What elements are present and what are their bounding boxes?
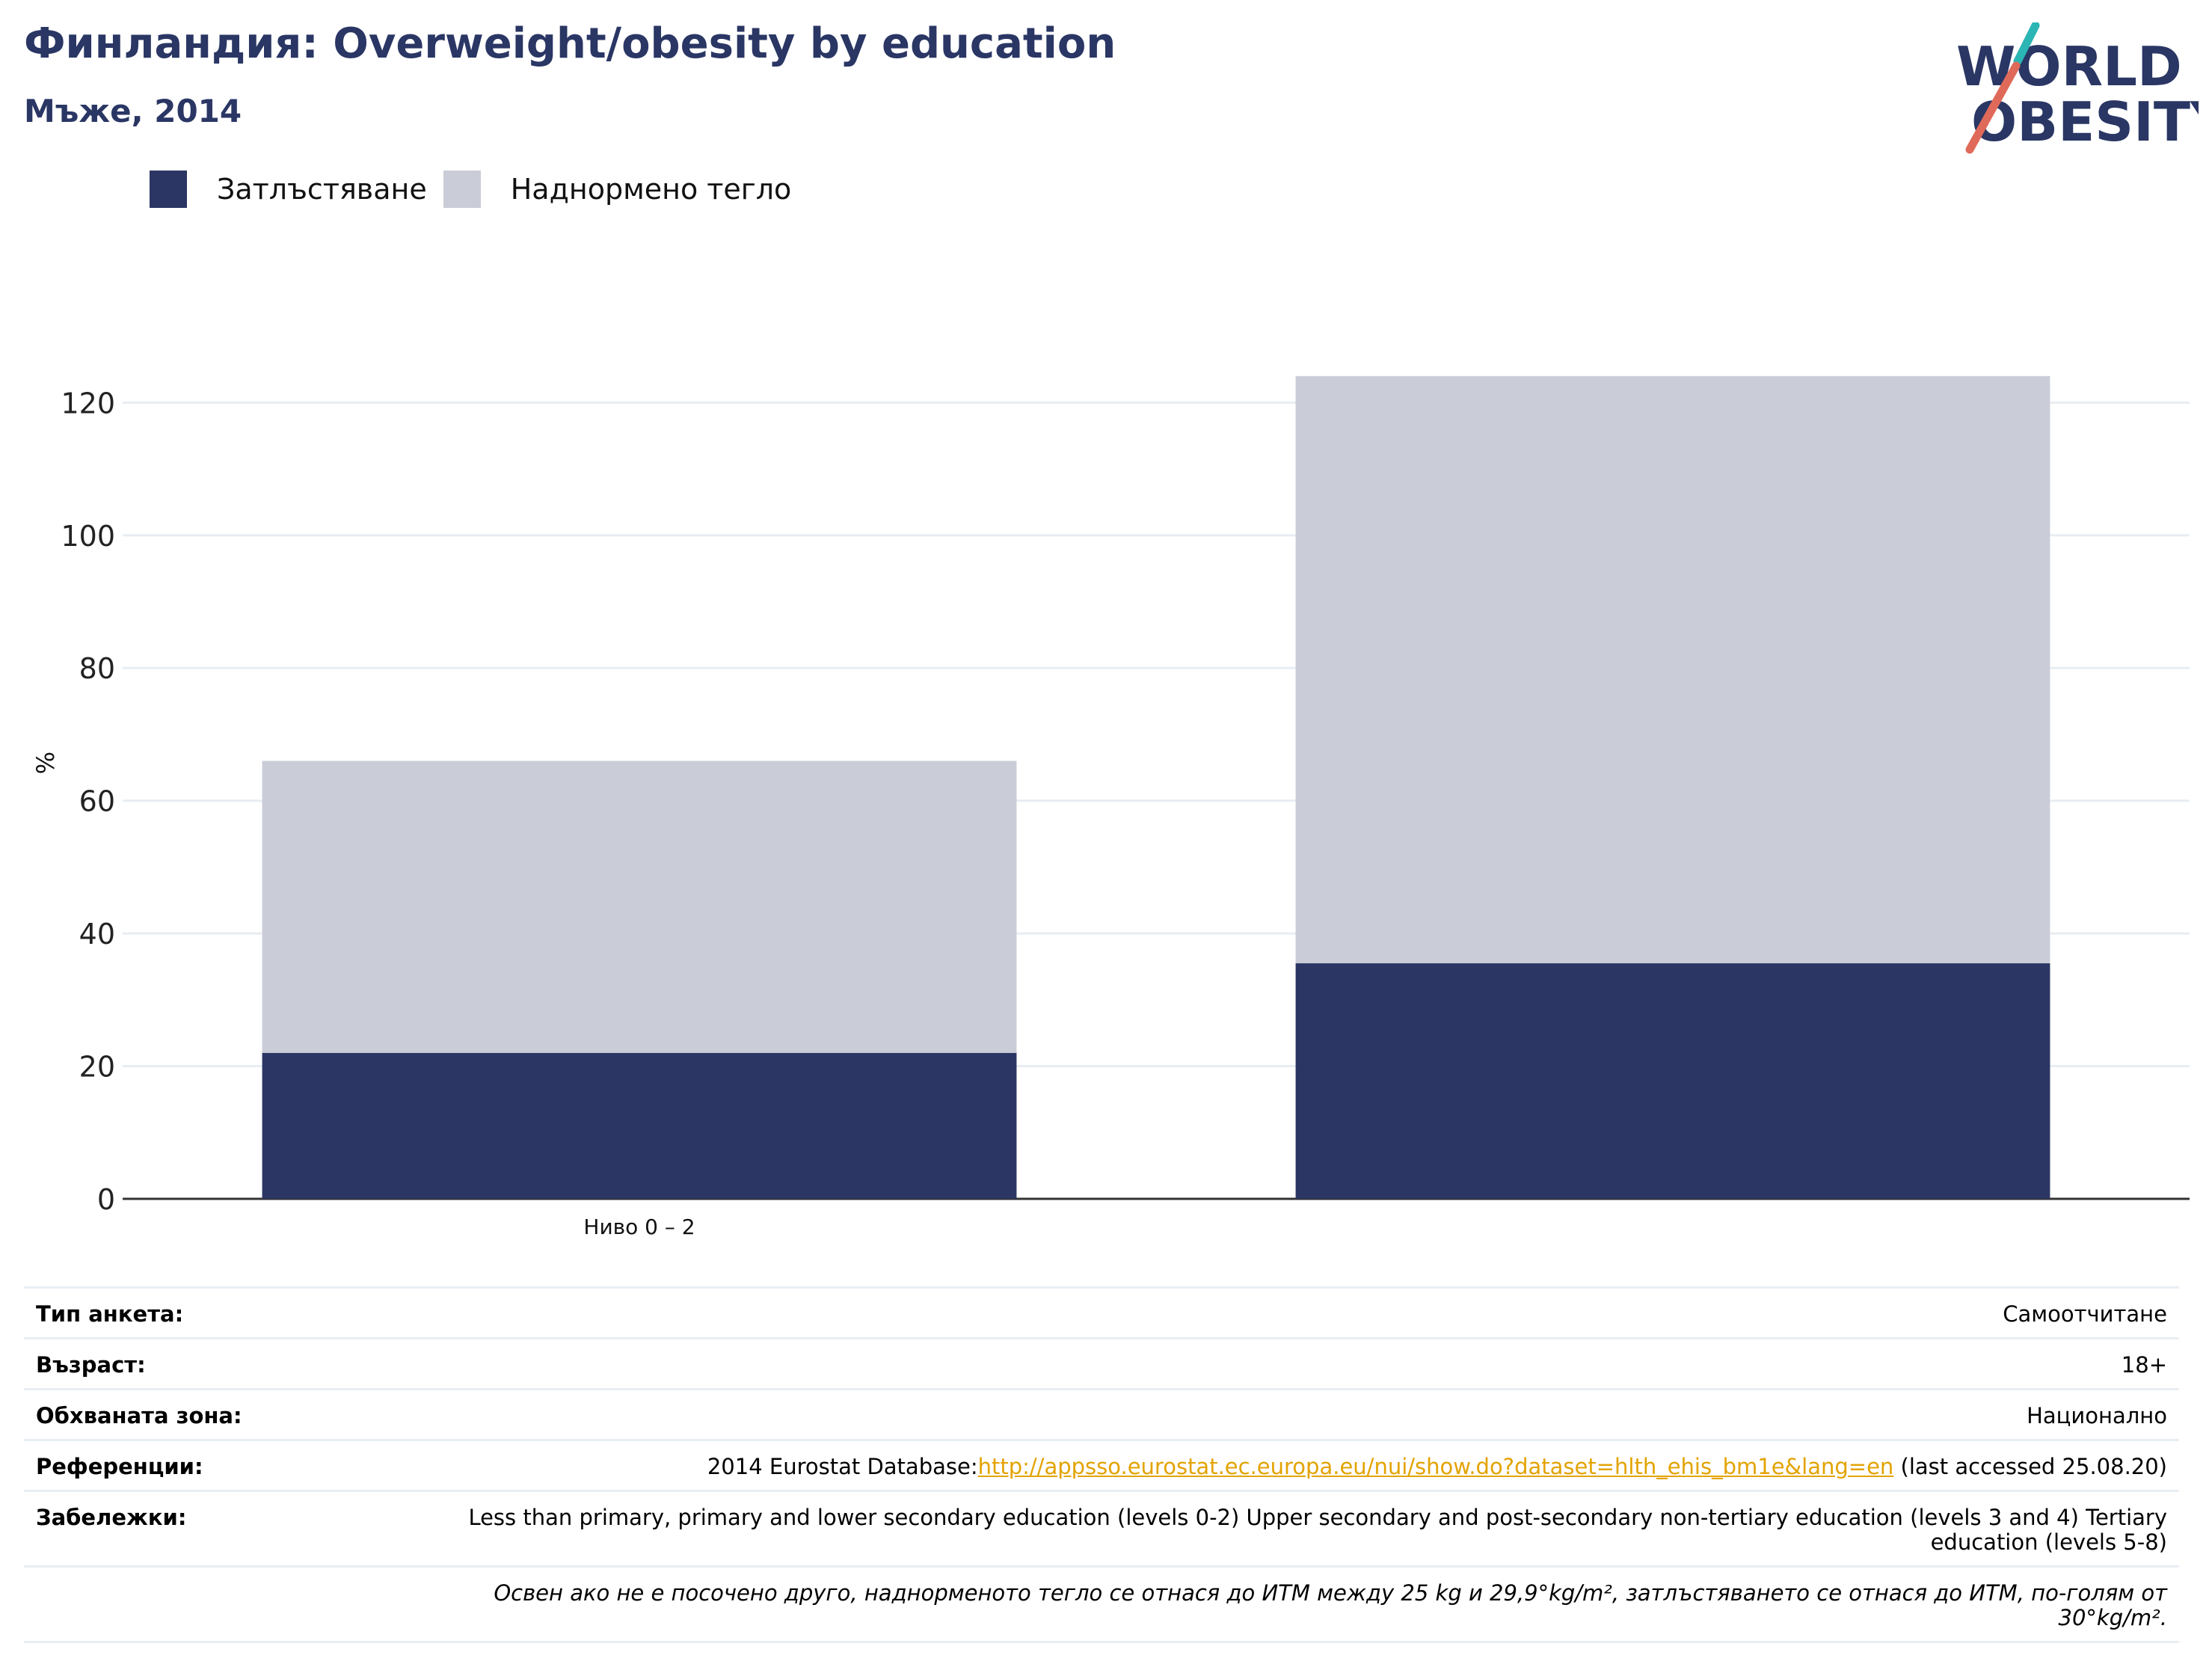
chart-legend: Затлъстяване Наднормено тегло — [150, 171, 808, 208]
world-obesity-logo: WORLD OBESITY — [1956, 22, 2199, 154]
age-label: Възраст: — [36, 1352, 146, 1378]
chart-title: Финландия: Overweight/obesity by educati… — [24, 19, 1116, 68]
info-row-survey-type: Тип анкета: Самоотчитане — [24, 1286, 2179, 1337]
logo-slash-coral — [1965, 61, 2021, 154]
info-row-coverage: Обхваната зона: Национално — [24, 1388, 2179, 1439]
references-value: 2014 Eurostat Database:http://appsso.eur… — [707, 1455, 2167, 1479]
x-tick-label: Ниво 0 – 2 — [583, 1215, 695, 1239]
survey-type-label: Тип анкета: — [36, 1301, 184, 1327]
bmi-footnote: Освен ако не е посочено друго, наднормен… — [494, 1580, 2167, 1630]
bar-chart: 0 20 40 60 80 100 120 Ниво 0 – 2% — [31, 375, 2190, 1239]
bars — [262, 375, 2050, 1199]
bar-obesity-1[interactable] — [1295, 963, 2050, 1199]
y-tick-label: 60 — [79, 785, 115, 818]
references-label: Референции: — [36, 1454, 203, 1479]
info-table: Тип анкета: Самоотчитане Възраст: 18+ Об… — [24, 1286, 2179, 1643]
chart-subtitle: Мъже, 2014 — [24, 93, 242, 129]
survey-type-value: Самоотчитане — [2003, 1301, 2167, 1327]
legend-swatch-overweight — [443, 171, 481, 208]
legend-label-overweight: Наднормено тегло — [510, 173, 792, 206]
info-row-notes: Забележки: Less than primary, primary an… — [24, 1490, 2179, 1565]
legend-swatch-obesity — [150, 171, 187, 208]
y-tick-label: 120 — [61, 387, 115, 420]
info-row-age: Възраст: 18+ — [24, 1337, 2179, 1388]
y-tick-label: 0 — [97, 1183, 115, 1216]
y-tick-label: 20 — [79, 1051, 115, 1084]
bar-overweight-0[interactable] — [262, 761, 1017, 1053]
y-axis-label: % — [31, 752, 60, 774]
coverage-label: Обхваната зона: — [36, 1403, 242, 1428]
bar-overweight-1[interactable] — [1295, 375, 2050, 964]
legend-label-obesity: Затлъстяване — [217, 173, 427, 206]
notes-label: Забележки: — [36, 1505, 187, 1530]
references-prefix: 2014 Eurostat Database: — [707, 1454, 978, 1479]
logo-slash-teal — [2013, 22, 2040, 66]
legend-item-obesity[interactable]: Затлъстяване — [150, 171, 427, 208]
bar-obesity-0[interactable] — [262, 1052, 1017, 1199]
y-tick-label: 80 — [79, 652, 115, 685]
coverage-value: Национално — [2027, 1403, 2167, 1428]
info-row-footnote: Освен ако не е посочено друго, наднормен… — [24, 1565, 2179, 1643]
eurostat-link[interactable]: http://appsso.eurostat.ec.europa.eu/nui/… — [977, 1454, 1894, 1479]
references-suffix: (last accessed 25.08.20) — [1893, 1454, 2168, 1479]
logo-word-world: WORLD — [1956, 35, 2182, 98]
y-tick-label: 40 — [79, 918, 115, 951]
age-value: 18+ — [2121, 1352, 2167, 1378]
notes-value: Less than primary, primary and lower sec… — [468, 1505, 2167, 1555]
legend-item-overweight[interactable]: Наднормено тегло — [443, 171, 792, 208]
y-tick-label: 100 — [61, 520, 115, 553]
logo-word-obesity: OBESITY — [1971, 90, 2199, 153]
info-row-references: Референции: 2014 Eurostat Database:http:… — [24, 1439, 2179, 1490]
axis-labels: 0 20 40 60 80 100 120 Ниво 0 – 2% — [31, 387, 695, 1239]
